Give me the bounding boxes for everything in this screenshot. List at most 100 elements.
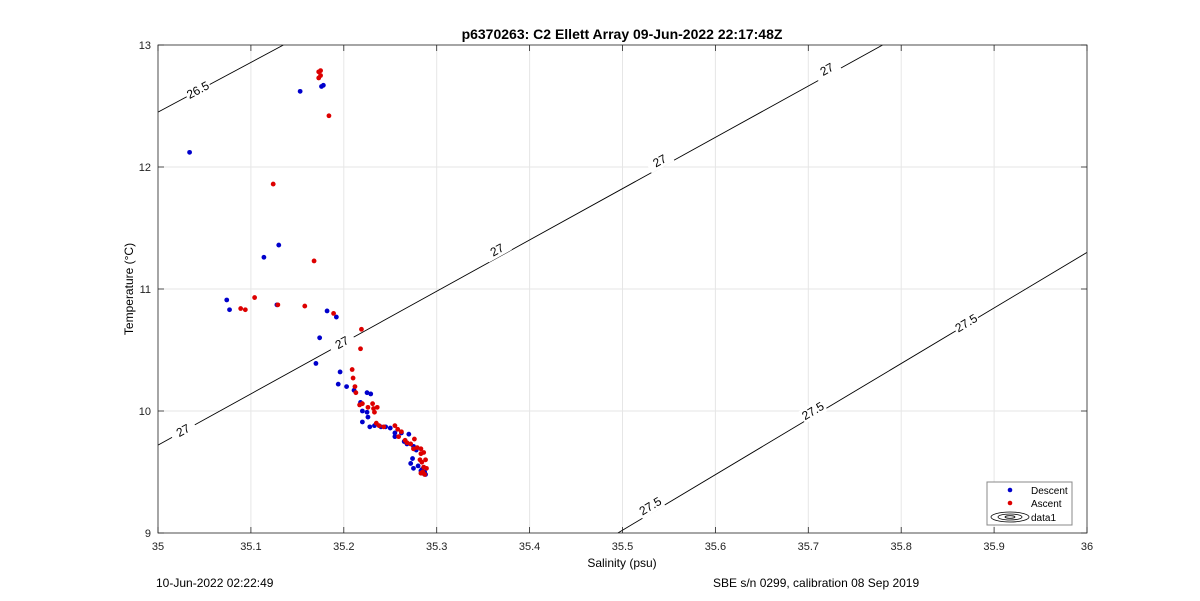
x-tick-label: 36 — [1081, 541, 1093, 553]
x-tick-label: 35.2 — [333, 541, 354, 553]
legend-ascent-label: Ascent — [1031, 499, 1062, 510]
descent-point — [392, 434, 398, 440]
descent-point — [406, 431, 412, 437]
ascent-point — [359, 326, 364, 332]
ascent-point — [252, 295, 258, 300]
ascent-point — [350, 375, 356, 381]
descent-point — [261, 254, 267, 260]
legend-descent-label: Descent — [1031, 486, 1068, 497]
descent-point — [364, 409, 370, 415]
footer-calibration: SBE s/n 0299, calibration 08 Sep 2019 — [713, 576, 920, 590]
ascent-point — [349, 367, 355, 372]
descent-point — [313, 361, 319, 366]
ascent-point — [421, 450, 427, 455]
descent-point — [224, 297, 230, 303]
ascent-point — [418, 446, 424, 452]
isopycnal-line — [158, 45, 284, 113]
descent-point — [324, 308, 330, 314]
ascent-point — [371, 406, 376, 411]
ascent-point — [353, 390, 359, 396]
ascent-point — [398, 429, 404, 435]
descent-point — [415, 463, 421, 469]
isopycnal-label-bg — [951, 310, 981, 336]
descent-point — [333, 314, 339, 320]
isopycnal-line — [158, 45, 883, 446]
ascent-point — [370, 401, 375, 407]
chart-title: p6370263: C2 Ellett Array 09-Jun-2022 22… — [462, 26, 783, 42]
descent-point — [408, 461, 414, 466]
series-ascent — [238, 68, 429, 477]
ascent-point — [381, 424, 387, 430]
isopycnal-label-bg — [168, 418, 198, 443]
y-tick-label: 13 — [139, 40, 151, 52]
ascent-point — [423, 457, 428, 463]
descent-point — [337, 369, 343, 375]
ascent-point — [318, 68, 323, 74]
ascent-point — [376, 423, 382, 429]
isopycnal-label: 27 — [333, 333, 352, 352]
legend-ascent-marker — [1007, 500, 1013, 506]
ascent-point — [311, 258, 317, 264]
x-tick-label: 35.4 — [519, 541, 540, 553]
ascent-point — [316, 75, 322, 81]
y-axis-label: Temperature (°C) — [122, 243, 136, 335]
isopycnal-label-bg — [812, 56, 842, 82]
ascent-point — [395, 426, 401, 432]
ascent-point — [365, 404, 371, 410]
descent-point — [297, 88, 303, 94]
ascent-point — [422, 472, 428, 477]
isopycnal-label-bg — [183, 77, 213, 103]
x-tick-label: 35.1 — [240, 541, 261, 553]
ascent-point — [275, 302, 281, 308]
x-tick-label: 35.6 — [705, 541, 726, 553]
legend-descent-marker — [1007, 487, 1013, 493]
x-tick-label: 35.9 — [983, 541, 1004, 553]
footer-timestamp: 10-Jun-2022 02:22:49 — [156, 576, 274, 590]
ascent-point — [411, 446, 416, 452]
x-tick-label: 35.3 — [426, 541, 447, 553]
ascent-point — [408, 441, 414, 447]
ascent-point — [424, 465, 429, 471]
descent-point — [367, 424, 373, 430]
descent-point — [392, 430, 398, 436]
isopycnal-label-bg — [644, 148, 675, 174]
ascent-point — [331, 311, 336, 316]
descent-point — [320, 82, 326, 88]
ascent-point — [238, 306, 244, 311]
x-tick-label: 35.5 — [612, 541, 633, 553]
isopycnal-label: 27 — [174, 421, 193, 440]
legend-data1-label: data1 — [1031, 513, 1056, 524]
ascent-point — [270, 181, 276, 187]
y-tick-label: 11 — [140, 284, 151, 296]
descent-point — [410, 456, 415, 461]
x-tick-label: 35.7 — [798, 541, 819, 553]
x-tick-label: 35 — [152, 541, 164, 553]
ascent-point — [374, 404, 380, 410]
contour-icon — [990, 511, 1030, 523]
ascent-point — [418, 470, 424, 476]
descent-point — [411, 465, 416, 471]
ascent-point — [392, 423, 398, 429]
isopycnal-label: 27 — [818, 60, 837, 79]
y-tick-label: 12 — [139, 162, 151, 174]
ascent-point — [414, 445, 420, 450]
descent-point — [227, 307, 232, 313]
isopycnal-label-bg — [482, 237, 512, 263]
descent-point — [387, 425, 393, 431]
ascent-point — [302, 303, 308, 309]
descent-point — [359, 419, 365, 425]
legend: Descent Ascent data1 — [986, 481, 1073, 526]
ascent-point — [396, 434, 402, 440]
ascent-point — [412, 436, 417, 442]
ascent-point — [326, 113, 332, 119]
isopycnal-label-bg — [798, 398, 828, 424]
isopycnal-line — [617, 252, 1087, 533]
ascent-point — [242, 307, 248, 313]
descent-point — [335, 381, 341, 387]
x-axis-label: Salinity (psu) — [587, 556, 656, 570]
descent-point — [344, 384, 349, 389]
ascent-point — [372, 409, 377, 415]
